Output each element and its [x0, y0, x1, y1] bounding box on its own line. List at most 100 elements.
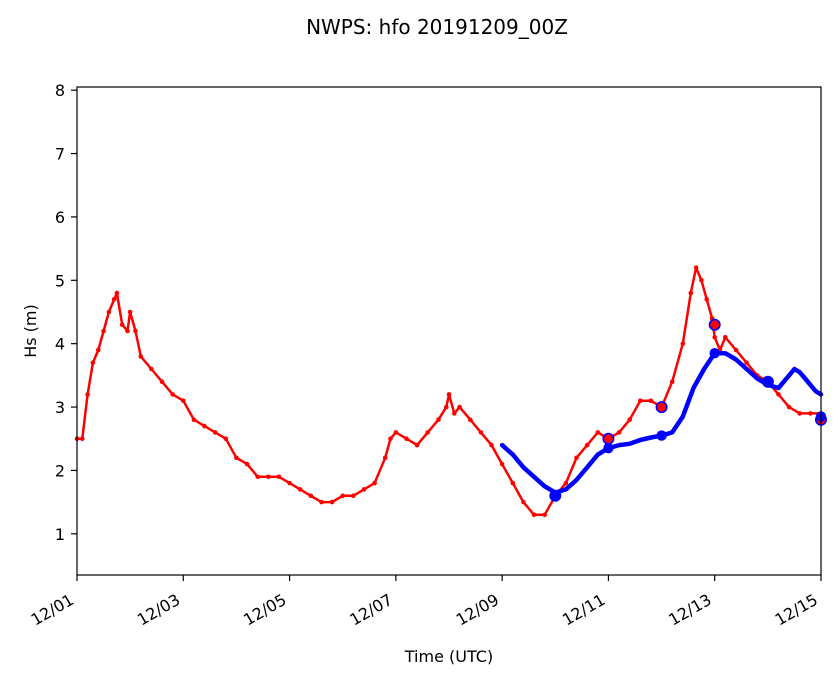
data-point-0-61 — [616, 430, 622, 435]
marker-1-0 — [550, 490, 561, 501]
x-tick-label-4: 12/09 — [453, 590, 502, 630]
data-point-0-52 — [521, 499, 526, 505]
data-point-0-2 — [85, 392, 90, 397]
data-point-0-53 — [531, 512, 537, 518]
axes-frame — [76, 86, 822, 576]
marker-1-2 — [656, 430, 667, 441]
marker-0-1 — [602, 432, 615, 445]
data-point-0-62 — [627, 417, 632, 423]
data-point-0-44 — [446, 392, 452, 397]
data-point-0-54 — [542, 512, 547, 518]
x-axis: 12/01 12/03 12/05 12/07 12/09 12/11 12/13 12/15 — [28, 575, 822, 630]
data-point-0-35 — [372, 480, 377, 486]
data-point-0-71 — [704, 297, 709, 302]
data-point-0-80 — [776, 392, 781, 397]
data-point-0-45 — [452, 411, 457, 416]
data-point-0-50 — [499, 461, 505, 467]
data-point-0-39 — [404, 436, 409, 442]
data-point-0-75 — [723, 335, 728, 340]
data-point-0-64 — [648, 398, 654, 404]
marker-0-2 — [655, 401, 668, 414]
data-point-0-6 — [106, 309, 112, 315]
data-point-0-43 — [444, 404, 449, 410]
data-point-0-38 — [393, 430, 399, 435]
data-point-0-30 — [319, 499, 324, 505]
y-tick-label-1: 2 — [55, 461, 65, 480]
data-point-0-69 — [693, 265, 699, 270]
data-point-0-37 — [388, 436, 393, 442]
data-point-0-9 — [119, 322, 125, 328]
y-tick-label-2: 3 — [55, 398, 65, 417]
x-tick-label-3: 12/07 — [346, 590, 395, 630]
data-point-0-11 — [127, 309, 133, 315]
data-point-0-63 — [638, 398, 643, 404]
y-tick-label-3: 4 — [55, 335, 65, 354]
data-point-0-8 — [114, 290, 120, 296]
series-line-1 — [499, 350, 824, 495]
x-tick-label-7: 12/15 — [772, 590, 821, 630]
data-point-0-83 — [808, 411, 813, 416]
data-point-0-27 — [287, 480, 292, 486]
data-point-0-26 — [276, 474, 282, 480]
data-point-0-56 — [563, 480, 569, 486]
data-point-0-34 — [361, 487, 367, 492]
y-tick-label-7: 8 — [55, 81, 65, 100]
x-tick-label-2: 12/05 — [240, 590, 289, 630]
data-point-0-33 — [351, 493, 356, 499]
chart-title: NWPS: hfo 20191209_00Z — [306, 15, 568, 39]
data-point-0-49 — [489, 442, 494, 448]
data-point-0-77 — [744, 360, 749, 366]
y-tick-label-5: 6 — [55, 208, 65, 227]
data-point-0-31 — [329, 499, 335, 505]
data-point-0-36 — [382, 455, 388, 461]
data-point-0-48 — [478, 430, 484, 435]
marker-1-1 — [603, 443, 614, 454]
data-point-0-40 — [414, 442, 420, 448]
x-tick-label-0: 12/01 — [28, 590, 77, 630]
data-point-0-24 — [255, 474, 260, 480]
y-axis: 1 2 3 4 5 6 7 8 — [55, 81, 77, 544]
data-point-0-4 — [96, 347, 101, 353]
data-point-0-29 — [308, 493, 314, 499]
data-point-0-46 — [457, 404, 462, 410]
data-point-0-5 — [101, 328, 106, 334]
data-point-0-3 — [90, 360, 96, 366]
x-tick-label-5: 12/11 — [559, 590, 608, 630]
data-point-0-42 — [436, 417, 441, 423]
data-point-0-15 — [159, 379, 165, 385]
data-point-0-28 — [297, 487, 303, 492]
data-point-0-7 — [111, 297, 117, 302]
y-tick-label-6: 7 — [55, 145, 65, 164]
data-point-0-10 — [125, 328, 130, 334]
data-point-0-14 — [149, 366, 154, 372]
data-point-0-58 — [584, 442, 590, 448]
x-axis-label: Time (UTC) — [404, 647, 493, 666]
data-point-0-81 — [786, 404, 792, 410]
data-point-0-76 — [733, 347, 739, 353]
data-point-0-70 — [699, 278, 704, 283]
y-tick-label-0: 1 — [55, 525, 65, 544]
marker-1-4 — [762, 376, 774, 387]
data-point-0-22 — [234, 455, 239, 461]
data-point-0-57 — [574, 455, 579, 461]
marker-0-3 — [708, 318, 721, 331]
data-point-0-47 — [468, 417, 473, 423]
data-point-0-12 — [133, 328, 138, 334]
plot-area — [74, 265, 827, 518]
y-tick-label-4: 5 — [55, 271, 65, 290]
data-point-0-20 — [212, 430, 218, 435]
marker-1-3 — [709, 348, 720, 359]
data-point-0-73 — [712, 335, 717, 340]
data-point-0-23 — [244, 461, 250, 467]
x-tick-label-6: 12/13 — [665, 590, 714, 630]
data-point-0-68 — [688, 290, 694, 296]
data-point-0-59 — [595, 430, 601, 435]
data-point-0-13 — [138, 354, 144, 359]
data-point-0-1 — [80, 436, 85, 442]
data-point-0-17 — [181, 398, 186, 404]
data-point-0-21 — [223, 436, 229, 442]
data-point-0-82 — [797, 411, 802, 416]
data-point-0-67 — [680, 341, 686, 347]
series-line-0 — [75, 266, 823, 517]
